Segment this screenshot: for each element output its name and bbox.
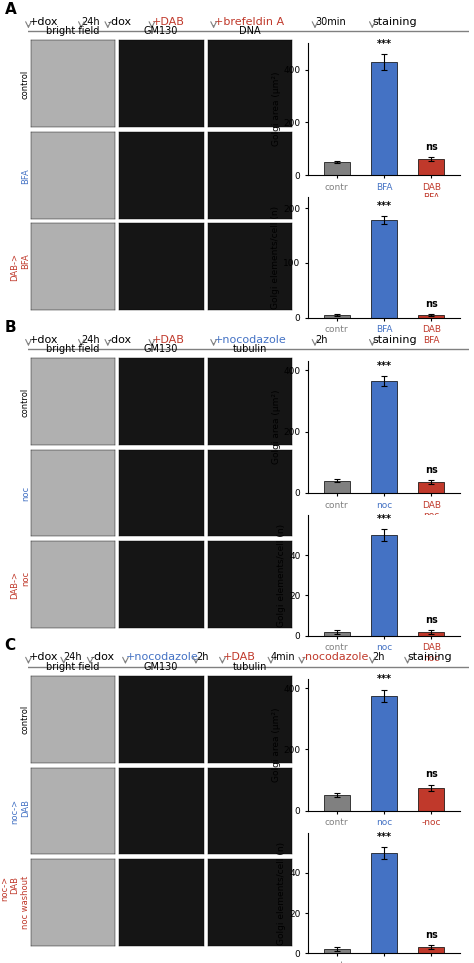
Text: +DAB: +DAB (152, 334, 185, 345)
Text: ns: ns (425, 930, 438, 941)
Y-axis label: Golgi elements/cell (n): Golgi elements/cell (n) (272, 206, 281, 309)
Text: +brefeldin A: +brefeldin A (214, 16, 284, 27)
Text: +DAB: +DAB (152, 16, 185, 27)
Text: staining: staining (408, 653, 452, 663)
Bar (323, 632, 349, 636)
Y-axis label: Golgi area (μm²): Golgi area (μm²) (272, 390, 281, 464)
Bar (323, 481, 349, 493)
Text: GM130: GM130 (144, 26, 178, 37)
Text: control: control (21, 69, 30, 99)
Text: B: B (5, 320, 17, 335)
Text: ns: ns (425, 769, 438, 779)
Bar (418, 632, 444, 636)
Text: -nocodazole: -nocodazole (302, 653, 369, 663)
Text: ***: *** (376, 514, 392, 524)
Text: DNA: DNA (239, 26, 260, 37)
Bar (371, 695, 397, 811)
Text: 24h: 24h (64, 653, 82, 663)
Text: A: A (5, 2, 17, 17)
Text: -dox: -dox (108, 334, 132, 345)
Bar (371, 62, 397, 175)
Text: +dox: +dox (28, 653, 58, 663)
Text: 24h: 24h (82, 334, 100, 345)
Text: ns: ns (425, 614, 438, 625)
Bar (371, 853, 397, 953)
Bar (371, 534, 397, 636)
Text: 24h: 24h (82, 16, 100, 27)
Bar (418, 159, 444, 175)
Text: ns: ns (425, 465, 438, 475)
Text: bright field: bright field (46, 662, 100, 672)
Text: +nocodazole: +nocodazole (214, 334, 286, 345)
Bar (323, 162, 349, 175)
Text: DAB->
BFA: DAB-> BFA (10, 253, 30, 281)
Text: 2h: 2h (315, 334, 328, 345)
Text: 2h: 2h (372, 653, 385, 663)
Y-axis label: Golgi elements/cell (n): Golgi elements/cell (n) (277, 842, 286, 945)
Text: -dox: -dox (108, 16, 132, 27)
Text: ns: ns (425, 299, 438, 309)
Text: GM130: GM130 (144, 662, 178, 672)
Bar (418, 315, 444, 318)
Text: noc->
DAB
noc washout: noc-> DAB noc washout (0, 876, 30, 929)
Y-axis label: Golgi area (μm²): Golgi area (μm²) (272, 72, 281, 146)
Text: 30min: 30min (315, 16, 346, 27)
Text: tubulin: tubulin (232, 344, 267, 354)
Bar (371, 221, 397, 318)
Text: ns: ns (425, 142, 438, 152)
Text: +dox: +dox (28, 16, 58, 27)
Text: bright field: bright field (46, 26, 100, 37)
Y-axis label: Golgi area (μm²): Golgi area (μm²) (272, 708, 281, 782)
Text: +nocodazole: +nocodazole (126, 653, 198, 663)
Text: bright field: bright field (46, 344, 100, 354)
Text: +DAB: +DAB (222, 653, 255, 663)
Text: ***: *** (376, 201, 392, 211)
Bar (418, 482, 444, 493)
Bar (323, 950, 349, 953)
Text: control: control (21, 387, 30, 417)
Bar (418, 948, 444, 953)
Text: noc: noc (21, 486, 30, 501)
Text: BFA: BFA (21, 168, 30, 184)
Text: staining: staining (372, 334, 417, 345)
Bar (371, 381, 397, 493)
Text: C: C (5, 638, 16, 653)
Bar (418, 788, 444, 811)
Text: +dox: +dox (28, 334, 58, 345)
Text: 2h: 2h (196, 653, 209, 663)
Text: ***: *** (376, 361, 392, 371)
Text: GM130: GM130 (144, 344, 178, 354)
Y-axis label: Golgi elements/cell (n): Golgi elements/cell (n) (277, 524, 286, 627)
Text: ***: *** (376, 674, 392, 685)
Bar (323, 795, 349, 811)
Bar (323, 315, 349, 318)
Text: staining: staining (372, 16, 417, 27)
Text: ***: *** (376, 832, 392, 842)
Text: -dox: -dox (90, 653, 114, 663)
Text: tubulin: tubulin (232, 662, 267, 672)
Text: 4min: 4min (271, 653, 295, 663)
Text: noc->
DAB: noc-> DAB (10, 798, 30, 824)
Text: control: control (21, 705, 30, 735)
Text: ***: *** (376, 39, 392, 48)
Text: DAB->
noc: DAB-> noc (10, 571, 30, 599)
